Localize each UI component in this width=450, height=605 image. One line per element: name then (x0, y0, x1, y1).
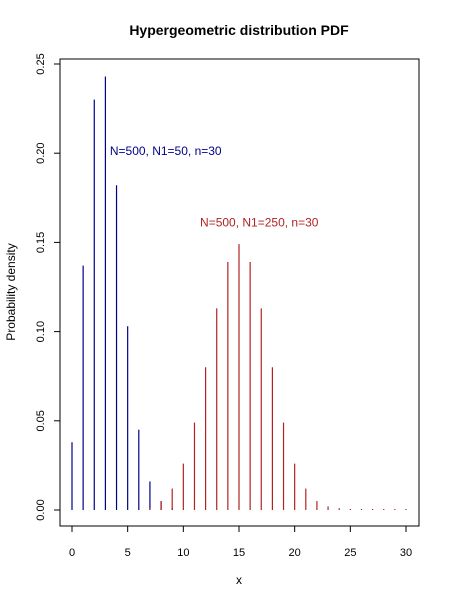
x-tick-label: 15 (233, 547, 245, 559)
y-tick-label: 0.20 (35, 142, 47, 163)
chart-title: Hypergeometric distribution PDF (129, 22, 349, 38)
series-label-2: N=500, N1=250, n=30 (200, 215, 319, 229)
series-label-1: N=500, N1=50, n=30 (110, 144, 222, 158)
y-tick-label: 0.05 (35, 410, 47, 431)
y-tick-label: 0.00 (35, 499, 47, 520)
x-axis: 0 5 10 15 20 25 30 (69, 525, 412, 559)
x-tick-label: 5 (125, 547, 131, 559)
x-axis-label: x (236, 573, 242, 587)
y-axis-label: Probability density (4, 243, 18, 340)
series-1 (71, 76, 173, 510)
y-tick-label: 0.25 (35, 53, 47, 74)
x-tick-label: 20 (289, 547, 301, 559)
series-2 (149, 244, 407, 510)
series-labels: N=500, N1=50, n=30 N=500, N1=250, n=30 (110, 144, 319, 229)
y-tick-label: 0.15 (35, 232, 47, 253)
y-axis: 0.00 0.05 0.10 0.15 0.20 0.25 (35, 53, 61, 521)
x-tick-label: 30 (400, 547, 412, 559)
x-tick-label: 0 (69, 547, 75, 559)
x-tick-label: 25 (344, 547, 356, 559)
x-tick-label: 10 (177, 547, 189, 559)
y-tick-label: 0.10 (35, 321, 47, 342)
series-layer (71, 76, 407, 510)
